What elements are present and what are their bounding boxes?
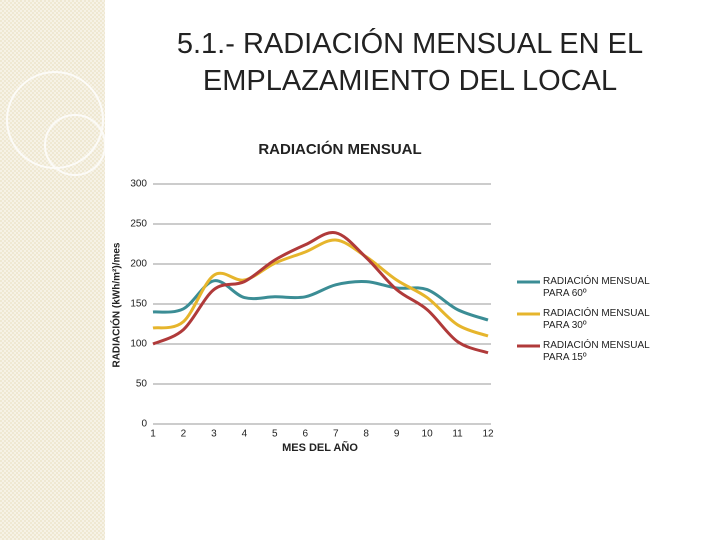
x-tick-label: 4	[242, 429, 248, 440]
x-tick-label: 3	[211, 429, 217, 440]
legend-label: RADIACIÓN MENSUAL PARA 15º	[543, 340, 650, 363]
y-tick-label: 250	[130, 219, 147, 230]
y-tick-label: 100	[130, 339, 147, 350]
x-tick-label: 7	[333, 429, 339, 440]
x-axis-title: MES DEL AÑO	[282, 441, 358, 454]
legend-label: RADIACIÓN MENSUAL PARA 30º	[543, 308, 650, 331]
x-tick-label: 8	[363, 429, 369, 440]
y-tick-label: 50	[136, 379, 148, 390]
x-tick-label: 2	[181, 429, 187, 440]
y-tick-label: 0	[141, 419, 147, 430]
x-tick-label: 5	[272, 429, 278, 440]
y-axis-title: RADIACIÓN (kWh/m²)/mes	[110, 242, 123, 367]
y-tick-label: 150	[130, 299, 147, 310]
chart-title: RADIACIÓN MENSUAL	[258, 140, 421, 158]
slide-title: 5.1.- RADIACIÓN MENSUAL EN EL EMPLAZAMIE…	[176, 28, 644, 97]
x-tick-label: 10	[422, 429, 434, 440]
x-tick-label: 6	[302, 429, 308, 440]
y-tick-label: 300	[130, 179, 147, 190]
x-tick-label: 9	[394, 429, 400, 440]
x-tick-label: 1	[150, 429, 156, 440]
y-tick-label: 200	[130, 259, 147, 270]
x-tick-label: 12	[482, 429, 494, 440]
series-line	[152, 238, 489, 338]
series-line	[152, 279, 489, 322]
x-tick-label: 11	[452, 429, 463, 440]
series-line	[152, 231, 489, 355]
legend-label: RADIACIÓN MENSUAL PARA 60º	[543, 276, 650, 299]
decor-circles	[6, 71, 106, 176]
